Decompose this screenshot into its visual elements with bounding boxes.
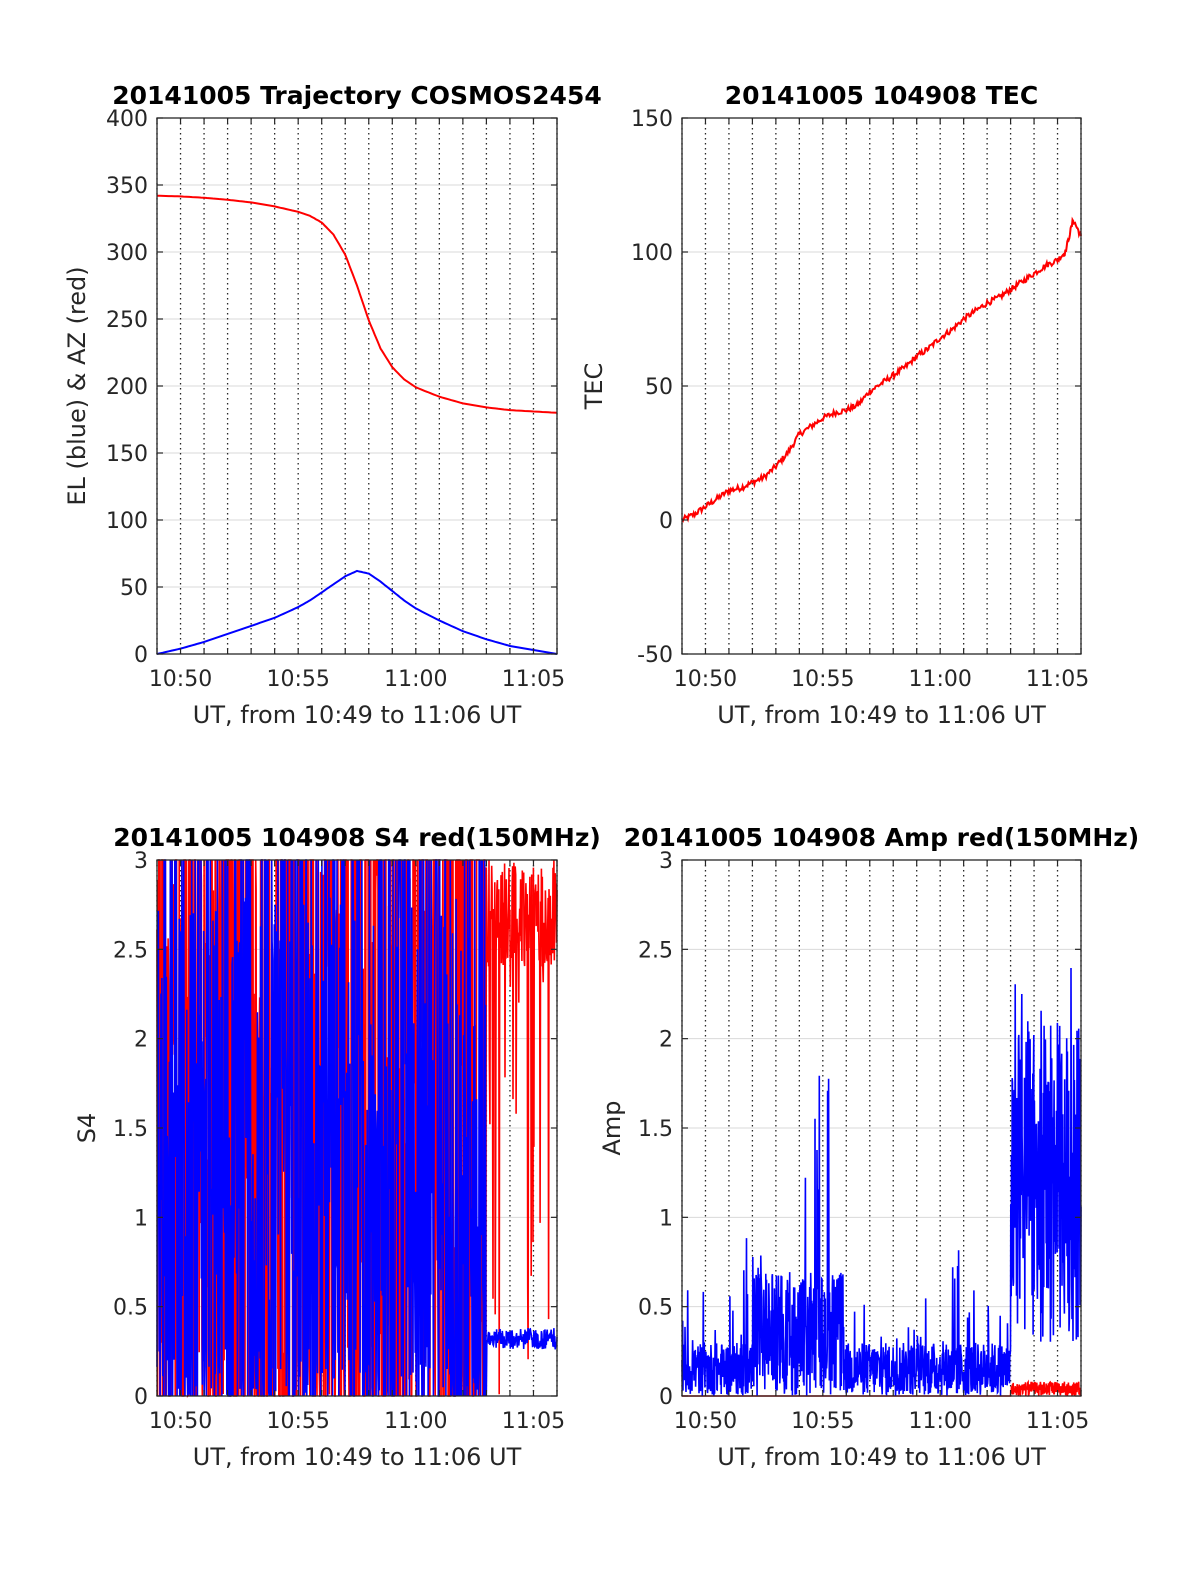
x-tick-label: 10:50 [674, 667, 737, 692]
x-tick-label: 10:55 [791, 667, 854, 692]
chart-title: 20141005 104908 Amp red(150MHz) [624, 823, 1140, 852]
x-tick-label: 10:55 [791, 1409, 854, 1434]
x-tick-label: 11:05 [502, 1409, 565, 1434]
y-tick-label: 1 [659, 1206, 673, 1231]
chart-panel-4: 0 0.5 1 1.5 2 2.5 3 10:50 10:55 11:00 11:05 UT, fro… [598, 823, 1139, 1471]
y-tick-label: 3 [659, 849, 673, 874]
x-axis-label: UT, from 10:49 to 11:06 UT [717, 1443, 1046, 1471]
y-tick-label: 0 [134, 643, 148, 668]
y-axis-label: Amp [598, 1100, 626, 1155]
y-tick-label: 50 [645, 375, 673, 400]
x-tick-label: 10:55 [266, 1409, 329, 1434]
chart-title: 20141005 Trajectory COSMOS2454 [112, 81, 602, 110]
series-line-red [681, 216, 1082, 523]
x-tick-label: 10:55 [266, 667, 329, 692]
y-tick-label: 100 [106, 509, 148, 534]
y-tick-label: 100 [631, 241, 673, 266]
series-line-red [156, 194, 558, 414]
x-tick-label: 10:50 [149, 1409, 212, 1434]
y-tick-label: 2.5 [113, 938, 148, 963]
y-tick-label: 2 [134, 1028, 148, 1053]
chart-panel-1: 0 50 100 150 200 250 300 350 400 10:50 10:55 11:00 1… [63, 81, 602, 729]
y-axis-label: TEC [580, 363, 608, 411]
y-tick-label: 3 [134, 849, 148, 874]
series-group [681, 216, 1082, 523]
y-tick-label: 2.5 [638, 938, 673, 963]
y-tick-label: 300 [106, 241, 148, 266]
series-group [156, 194, 558, 655]
y-tick-label: 0 [659, 1385, 673, 1410]
x-tick-label: 11:00 [908, 667, 971, 692]
y-tick-label: 150 [106, 442, 148, 467]
x-tick-label: 11:00 [384, 667, 447, 692]
x-tick-label: 11:00 [908, 1409, 971, 1434]
chart-panel-2: -50 0 50 100 150 10:50 10:55 11:00 11:05 UT, from… [580, 81, 1089, 729]
chart-title: 20141005 104908 TEC [725, 81, 1038, 110]
x-tick-label: 10:50 [149, 667, 212, 692]
y-axis-label: S4 [73, 1113, 101, 1144]
x-tick-label: 11:00 [384, 1409, 447, 1434]
y-tick-label: 350 [106, 174, 148, 199]
chart-panel-3: 0 0.5 1 1.5 2 2.5 3 10:50 10:55 11:00 11:05 UT, fro… [73, 823, 601, 1471]
y-tick-label: 0 [134, 1385, 148, 1410]
x-tick-label: 10:50 [674, 1409, 737, 1434]
y-tick-label: 1.5 [638, 1117, 673, 1142]
x-tick-label: 11:05 [1026, 1409, 1089, 1434]
series-line-blue [681, 967, 1082, 1397]
chart-title: 20141005 104908 S4 red(150MHz) [113, 823, 601, 852]
y-tick-label: 2 [659, 1028, 673, 1053]
series-group [681, 967, 1082, 1398]
y-axis-label: EL (blue) & AZ (red) [63, 266, 91, 505]
y-tick-label: -50 [637, 643, 673, 668]
x-axis-label: UT, from 10:49 to 11:06 UT [193, 1443, 522, 1471]
y-tick-label: 0.5 [113, 1296, 148, 1321]
x-tick-label: 11:05 [502, 667, 565, 692]
y-tick-label: 0.5 [638, 1296, 673, 1321]
x-axis-label: UT, from 10:49 to 11:06 UT [717, 701, 1046, 729]
y-tick-label: 1.5 [113, 1117, 148, 1142]
x-axis-label: UT, from 10:49 to 11:06 UT [193, 701, 522, 729]
y-tick-label: 150 [631, 107, 673, 132]
x-tick-label: 11:05 [1026, 667, 1089, 692]
y-tick-label: 0 [659, 509, 673, 534]
y-tick-label: 50 [120, 576, 148, 601]
y-tick-label: 200 [106, 375, 148, 400]
y-tick-label: 1 [134, 1206, 148, 1231]
y-tick-label: 400 [106, 107, 148, 132]
series-line-blue [156, 569, 558, 655]
y-tick-label: 250 [106, 308, 148, 333]
